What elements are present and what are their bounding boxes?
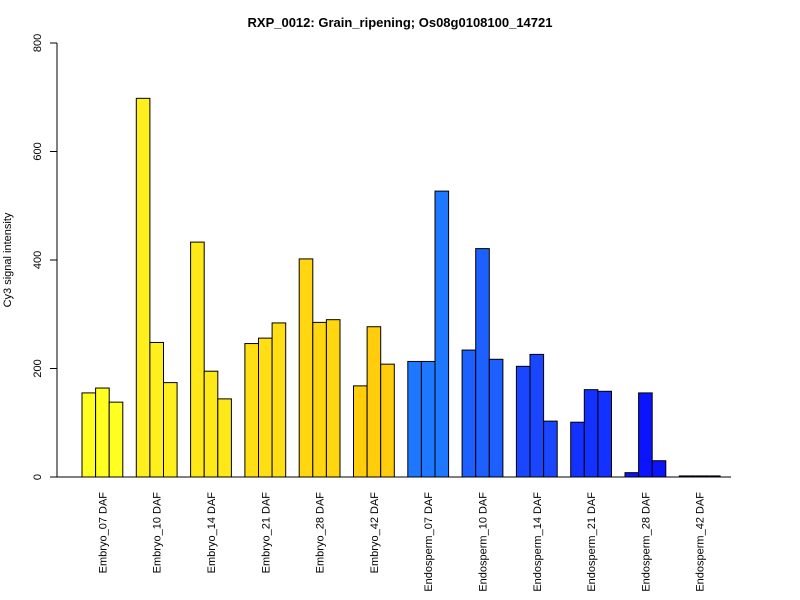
bar	[488, 358, 504, 478]
bar	[692, 475, 708, 478]
bar	[597, 390, 613, 478]
y-tick-label: 600	[32, 142, 44, 160]
x-tick-labels: Embryo_07 DAF Embryo_10 DAF Embryo_14 DAF E…	[97, 492, 706, 592]
bar	[624, 472, 640, 478]
x-tick-label: Embryo_10 DAF	[152, 492, 164, 574]
bar	[353, 385, 368, 478]
bar	[651, 460, 667, 478]
bar	[434, 190, 450, 478]
bar	[570, 421, 585, 478]
bar	[312, 321, 327, 478]
bar	[583, 389, 599, 478]
y-tick-label: 200	[32, 359, 44, 377]
bar	[515, 365, 531, 478]
bar	[203, 370, 219, 478]
y-tick-label: 0	[32, 474, 44, 480]
y-axis-label: Cy3 signal intensity	[2, 212, 14, 307]
x-tick-label: Embryo_21 DAF	[260, 492, 272, 574]
x-tick-label: Embryo_42 DAF	[369, 492, 381, 574]
y-tick-label: 400	[32, 251, 44, 269]
bar	[366, 326, 382, 478]
x-tick-label: Endosperm_42 DAF	[695, 492, 707, 592]
x-tick-label: Endosperm_28 DAF	[640, 492, 652, 592]
x-tick-label: Endosperm_07 DAF	[423, 492, 435, 592]
bar	[638, 392, 653, 478]
bar	[95, 387, 110, 478]
bar	[475, 248, 490, 478]
bar	[461, 349, 477, 478]
bar	[529, 353, 545, 478]
bar	[706, 475, 721, 478]
bar	[217, 398, 232, 478]
chart-title: RXP_0012: Grain_ripening; Os08g0108100_1…	[248, 15, 553, 30]
x-tick-label: Embryo_14 DAF	[206, 492, 218, 574]
bar	[420, 360, 436, 478]
x-tick-label: Embryo_28 DAF	[315, 492, 327, 574]
bar	[380, 363, 395, 478]
x-tick-label: Endosperm_14 DAF	[532, 492, 544, 592]
x-tick-label: Embryo_07 DAF	[97, 492, 109, 574]
bar	[325, 319, 341, 478]
bar	[149, 341, 164, 478]
x-tick-label: Endosperm_21 DAF	[586, 492, 598, 592]
bar	[163, 382, 178, 478]
bar	[298, 258, 314, 478]
bar	[271, 322, 287, 478]
bar	[135, 97, 151, 478]
bars	[81, 97, 721, 478]
bar	[258, 337, 273, 478]
y-tick-label: 800	[32, 34, 44, 52]
x-tick-label: Endosperm_10 DAF	[478, 492, 490, 592]
bar	[81, 392, 97, 478]
bar	[108, 401, 124, 478]
bar	[407, 360, 422, 478]
bar	[244, 343, 259, 478]
bar	[678, 475, 694, 478]
bar	[543, 420, 558, 478]
bar	[190, 241, 205, 478]
y-ticks: 0 200 400 600 800	[32, 34, 57, 480]
